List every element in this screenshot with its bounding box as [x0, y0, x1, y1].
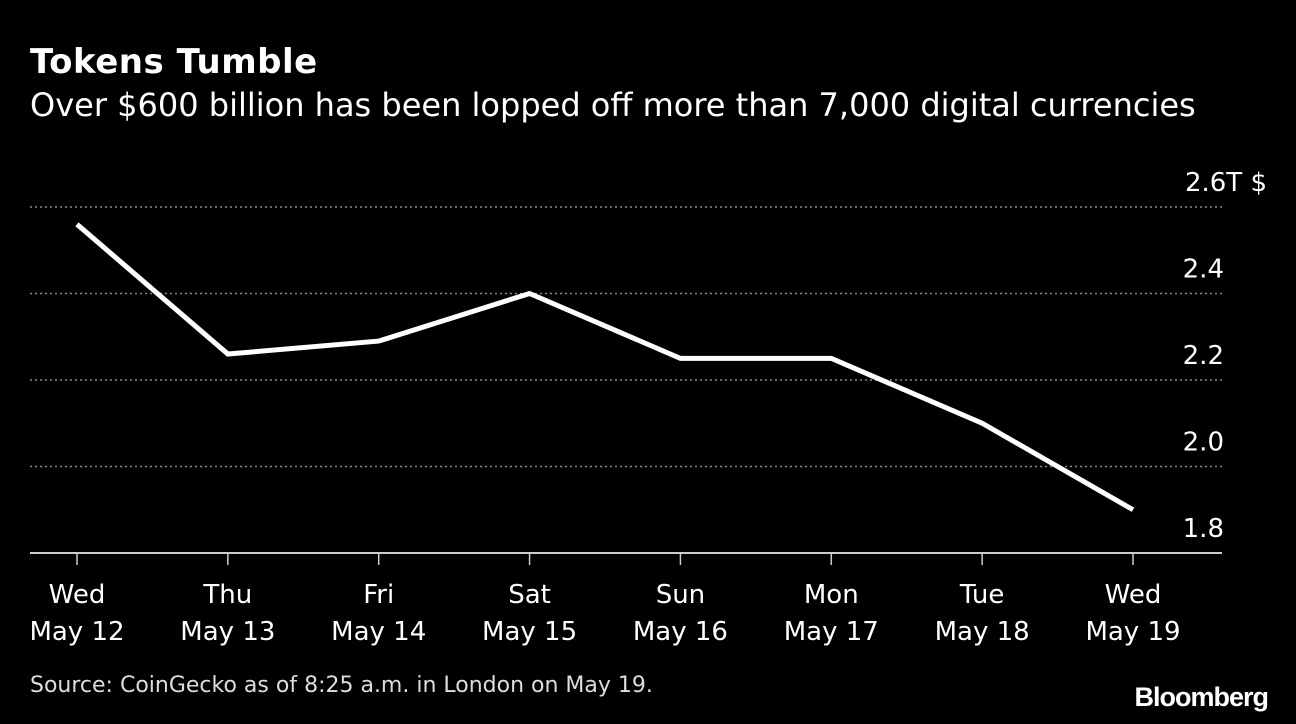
chart-subtitle: Over $600 billion has been lopped off mo…: [30, 86, 1196, 124]
x-tick-label-day: Wed: [1105, 580, 1162, 610]
y-tick-label: 2.6T $: [1185, 168, 1267, 198]
chart-title: Tokens Tumble: [30, 42, 318, 82]
x-tick-label-day: Tue: [959, 580, 1004, 610]
y-tick-label: 2.0: [1183, 428, 1224, 458]
x-tick-label-day: Wed: [49, 580, 106, 610]
x-tick-label-date: May 14: [331, 617, 426, 647]
y-tick-label: 2.2: [1183, 341, 1224, 371]
x-tick-label-date: May 16: [633, 617, 728, 647]
x-tick-label-date: May 12: [29, 617, 124, 647]
x-tick-label-date: May 19: [1085, 617, 1180, 647]
x-tick-label-date: May 17: [784, 617, 879, 647]
bloomberg-logo: Bloomberg: [1134, 682, 1269, 712]
x-tick-label-day: Mon: [804, 580, 859, 610]
series-line: [75, 222, 1135, 512]
x-tick-label-date: May 13: [180, 617, 275, 647]
x-tick-label-date: May 15: [482, 617, 577, 647]
x-tick-label-date: May 18: [935, 617, 1030, 647]
x-tick-label-day: Sat: [508, 580, 551, 610]
source-note: Source: CoinGecko as of 8:25 a.m. in Lon…: [30, 673, 653, 698]
x-tick-label-day: Thu: [202, 580, 252, 610]
x-tick-label-day: Fri: [363, 580, 394, 610]
y-tick-label: 2.4: [1183, 255, 1224, 285]
y-tick-label: 1.8: [1183, 514, 1224, 544]
x-tick-label-day: Sun: [656, 580, 705, 610]
